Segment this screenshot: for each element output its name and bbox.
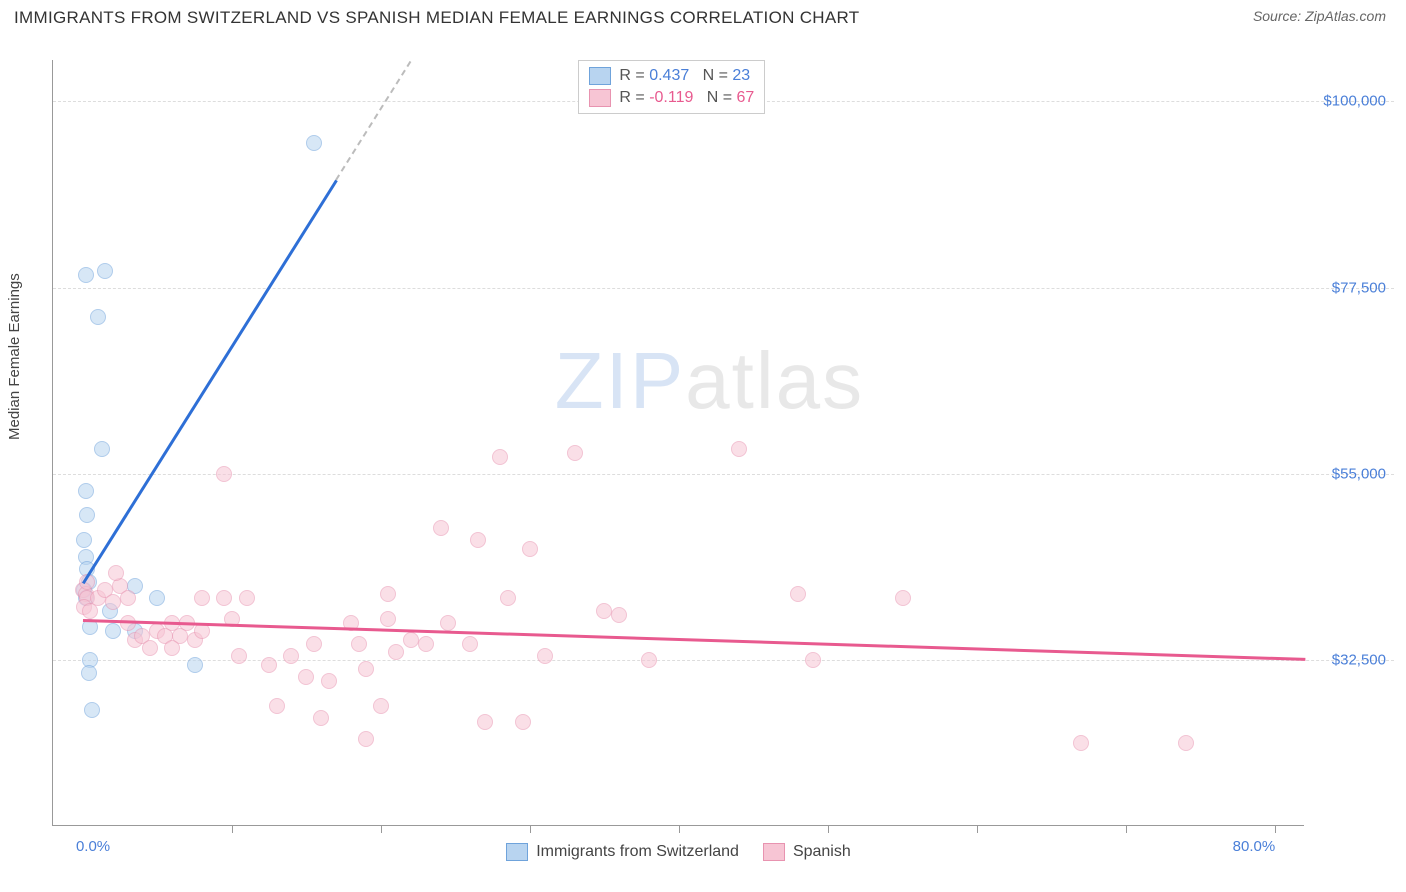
data-point-swiss xyxy=(97,263,113,279)
data-point-spanish xyxy=(515,714,531,730)
data-point-swiss xyxy=(105,623,121,639)
y-tick-label: $77,500 xyxy=(1332,279,1386,296)
trend-line xyxy=(335,60,411,180)
trend-line xyxy=(82,179,337,583)
series-legend: Immigrants from Switzerland Spanish xyxy=(53,843,1304,861)
data-point-spanish xyxy=(1178,735,1194,751)
data-point-swiss xyxy=(90,309,106,325)
y-axis-label: Median Female Earnings xyxy=(6,273,23,440)
data-point-spanish xyxy=(306,636,322,652)
gridline xyxy=(53,288,1394,289)
data-point-spanish xyxy=(298,669,314,685)
data-point-spanish xyxy=(358,661,374,677)
data-point-swiss xyxy=(76,532,92,548)
data-point-spanish xyxy=(261,657,277,673)
x-tick xyxy=(977,825,978,833)
plot-area: ZIPatlas $32,500$55,000$77,500$100,0000.… xyxy=(52,60,1304,826)
data-point-spanish xyxy=(108,565,124,581)
data-point-spanish xyxy=(351,636,367,652)
data-point-spanish xyxy=(790,586,806,602)
data-point-spanish xyxy=(611,607,627,623)
data-point-swiss xyxy=(306,135,322,151)
data-point-spanish xyxy=(522,541,538,557)
data-point-spanish xyxy=(283,648,299,664)
x-tick xyxy=(232,825,233,833)
data-point-spanish xyxy=(231,648,247,664)
data-point-spanish xyxy=(164,640,180,656)
data-point-spanish xyxy=(500,590,516,606)
data-point-spanish xyxy=(477,714,493,730)
data-point-swiss xyxy=(78,267,94,283)
data-point-spanish xyxy=(641,652,657,668)
x-tick xyxy=(530,825,531,833)
watermark: ZIPatlas xyxy=(555,335,864,427)
chart-container: Median Female Earnings ZIPatlas $32,500$… xyxy=(14,42,1392,878)
data-point-spanish xyxy=(239,590,255,606)
chart-title: IMMIGRANTS FROM SWITZERLAND VS SPANISH M… xyxy=(14,8,859,28)
data-point-swiss xyxy=(81,665,97,681)
x-tick xyxy=(381,825,382,833)
x-tick xyxy=(679,825,680,833)
data-point-spanish xyxy=(388,644,404,660)
legend-item-swiss: Immigrants from Switzerland xyxy=(506,843,739,861)
gridline xyxy=(53,474,1394,475)
data-point-swiss xyxy=(78,483,94,499)
legend-swatch xyxy=(763,843,785,861)
data-point-swiss xyxy=(79,507,95,523)
legend-label: Spanish xyxy=(793,843,851,861)
x-tick xyxy=(1275,825,1276,833)
legend-label: Immigrants from Switzerland xyxy=(536,843,739,861)
data-point-spanish xyxy=(216,590,232,606)
data-point-spanish xyxy=(373,698,389,714)
data-point-spanish xyxy=(433,520,449,536)
data-point-swiss xyxy=(187,657,203,673)
data-point-spanish xyxy=(194,590,210,606)
legend-swatch xyxy=(589,67,611,85)
data-point-spanish xyxy=(120,590,136,606)
trend-line xyxy=(83,619,1305,660)
gridline xyxy=(53,660,1394,661)
data-point-spanish xyxy=(462,636,478,652)
data-point-swiss xyxy=(149,590,165,606)
legend-swatch xyxy=(589,89,611,107)
data-point-spanish xyxy=(321,673,337,689)
correlation-legend: R = 0.437 N = 23R = -0.119 N = 67 xyxy=(578,60,765,114)
data-point-spanish xyxy=(492,449,508,465)
data-point-spanish xyxy=(731,441,747,457)
data-point-spanish xyxy=(1073,735,1089,751)
x-tick xyxy=(1126,825,1127,833)
data-point-spanish xyxy=(105,594,121,610)
legend-item-spanish: Spanish xyxy=(763,843,851,861)
data-point-spanish xyxy=(194,623,210,639)
data-point-spanish xyxy=(313,710,329,726)
data-point-spanish xyxy=(403,632,419,648)
data-point-spanish xyxy=(418,636,434,652)
source-attribution: Source: ZipAtlas.com xyxy=(1253,8,1386,24)
y-tick-label: $55,000 xyxy=(1332,466,1386,483)
data-point-swiss xyxy=(94,441,110,457)
data-point-spanish xyxy=(470,532,486,548)
data-point-spanish xyxy=(269,698,285,714)
data-point-spanish xyxy=(380,611,396,627)
data-point-spanish xyxy=(596,603,612,619)
legend-row-spanish: R = -0.119 N = 67 xyxy=(589,87,754,109)
x-tick xyxy=(828,825,829,833)
y-tick-label: $32,500 xyxy=(1332,652,1386,669)
data-point-spanish xyxy=(358,731,374,747)
legend-swatch xyxy=(506,843,528,861)
y-tick-label: $100,000 xyxy=(1323,93,1386,110)
chart-header: IMMIGRANTS FROM SWITZERLAND VS SPANISH M… xyxy=(0,0,1406,32)
legend-row-swiss: R = 0.437 N = 23 xyxy=(589,65,754,87)
data-point-spanish xyxy=(440,615,456,631)
data-point-spanish xyxy=(567,445,583,461)
data-point-spanish xyxy=(216,466,232,482)
data-point-spanish xyxy=(805,652,821,668)
data-point-spanish xyxy=(142,640,158,656)
data-point-spanish xyxy=(537,648,553,664)
data-point-spanish xyxy=(895,590,911,606)
data-point-swiss xyxy=(84,702,100,718)
data-point-spanish xyxy=(380,586,396,602)
